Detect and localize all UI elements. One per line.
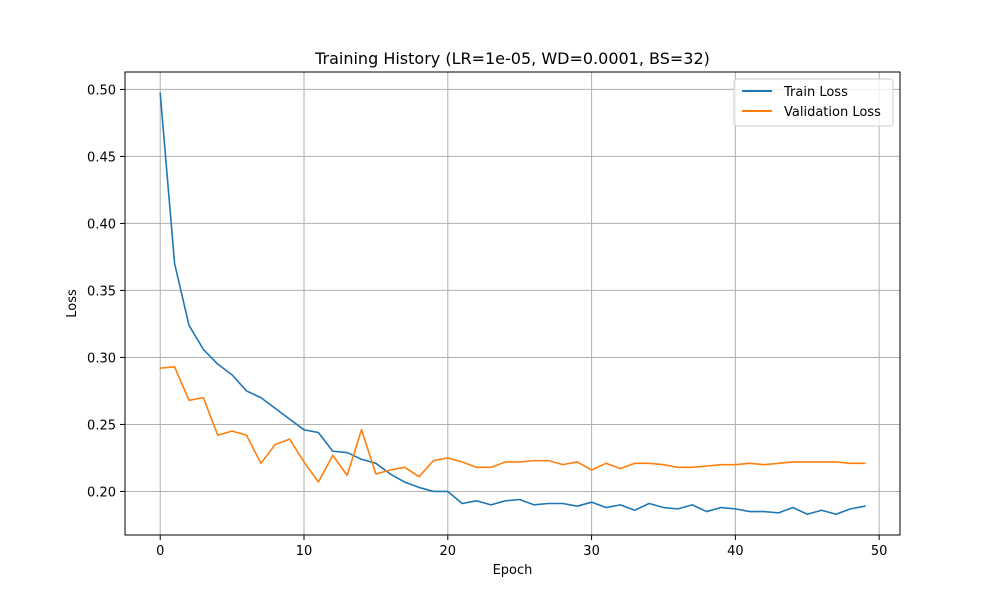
y-tick-label: 0.25: [87, 418, 116, 433]
x-tick-label: 10: [296, 544, 313, 559]
grid-lines: [125, 72, 900, 535]
legend-box: [733, 78, 894, 127]
y-tick-label: 0.40: [87, 217, 116, 232]
x-tick-label: 30: [583, 544, 600, 559]
x-tick-label: 20: [440, 544, 457, 559]
legend: Train Loss Validation Loss: [733, 78, 894, 127]
series-line-validation-loss: [159, 366, 866, 483]
y-tick-label: 0.45: [87, 150, 116, 165]
x-axis-label: Epoch: [493, 563, 533, 578]
y-tick-label: 0.35: [87, 284, 116, 299]
y-tick-label: 0.50: [87, 83, 116, 98]
y-tick-label: 0.20: [87, 485, 116, 500]
y-axis-label: Loss: [65, 289, 80, 318]
x-axis-ticks: 0 10 20 30 40 50: [156, 535, 887, 559]
y-tick-label: 0.30: [87, 351, 116, 366]
plot-area: [125, 72, 900, 535]
series-line-train-loss: [159, 92, 866, 516]
series-lines: [159, 92, 866, 516]
chart-title: Training History (LR=1e-05, WD=0.0001, B…: [314, 49, 710, 68]
x-tick-label: 0: [156, 544, 164, 559]
x-tick-label: 40: [727, 544, 744, 559]
legend-label-validation-loss: Validation Loss: [784, 105, 881, 120]
y-axis-ticks: 0.20 0.25 0.30 0.35 0.40 0.45 0.50: [87, 83, 125, 500]
legend-label-train-loss: Train Loss: [783, 85, 848, 100]
plot-frame: [124, 71, 901, 536]
x-tick-label: 50: [871, 544, 888, 559]
